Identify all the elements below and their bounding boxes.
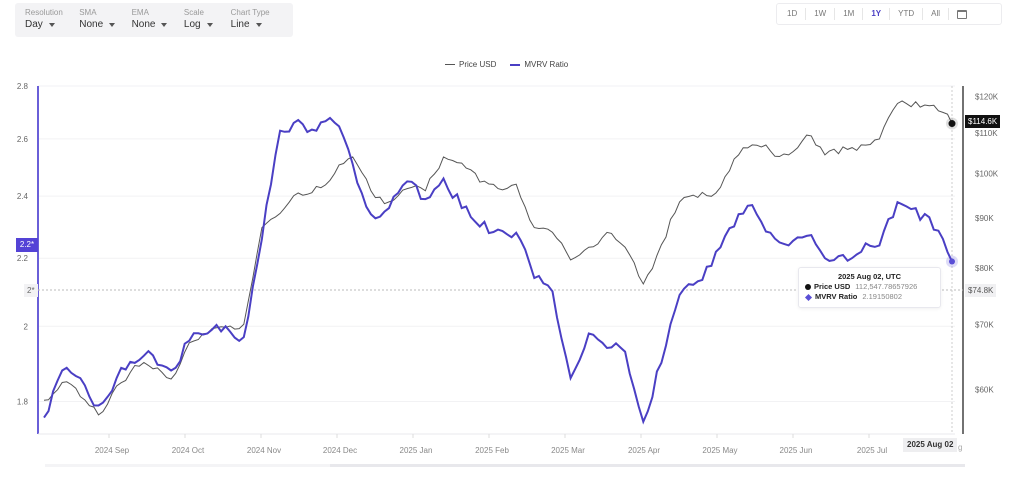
chart-controls: Resolution Day SMA None EMA None Scale L…	[15, 3, 293, 37]
range-ytd-button[interactable]: YTD	[890, 8, 924, 20]
range-selector: 1D 1W 1M 1Y YTD All	[776, 3, 1002, 25]
tooltip-title: 2025 Aug 02, UTC	[837, 272, 902, 281]
scale-label: Scale	[183, 8, 204, 17]
tooltip-value: 112,547.78657926	[855, 282, 918, 291]
y-axis-right-tick: $80K	[975, 264, 994, 273]
range-1w-button[interactable]: 1W	[806, 8, 836, 20]
resolution-value: Day	[25, 19, 43, 30]
x-axis-tick: 2025 Jan	[400, 446, 433, 455]
chart-type-value: Line	[230, 19, 250, 30]
price-usd-line	[43, 100, 953, 416]
mvrv-marker-icon	[949, 258, 955, 265]
legend-label-price: Price USD	[459, 60, 497, 69]
chart-type-label: Chart Type	[230, 8, 270, 17]
x-axis-tick: 2025 Mar	[551, 446, 585, 455]
price-marker-icon	[948, 120, 956, 128]
chart-legend: Price USD MVRV Ratio	[445, 60, 582, 69]
tooltip-key: Price USD	[814, 282, 851, 291]
y-axis-left-tick: 2.2	[17, 254, 29, 263]
resolution-label: Resolution	[25, 8, 63, 17]
y-axis-left-tick: 2	[24, 322, 29, 331]
date-crosshair-label: 2025 Aug 02	[903, 438, 958, 452]
mvrv-ratio-line	[43, 116, 953, 425]
legend-item-price[interactable]: Price USD	[445, 60, 496, 69]
chevron-down-icon	[206, 23, 213, 27]
y-axis-right-tick: $100K	[975, 170, 999, 179]
x-axis-tick: 2025 May	[702, 446, 737, 455]
chevron-down-icon	[109, 23, 116, 27]
x-axis-tick: 2024 Dec	[323, 446, 357, 455]
tooltip-key: MVRV Ratio	[815, 292, 858, 301]
chevron-down-icon	[48, 23, 55, 27]
y-axis-left-tick: 2.4	[17, 192, 29, 201]
x-axis-tick: 2025 Jul	[857, 446, 887, 455]
ema-label: EMA	[131, 8, 149, 17]
y-axis-left-tick: 2.6	[17, 135, 29, 144]
x-axis-tick: 2025 Jun	[780, 446, 813, 455]
legend-item-mvrv[interactable]: MVRV Ratio	[510, 60, 568, 69]
ema-value: None	[131, 19, 156, 30]
chart-type-select[interactable]: Chart Type Line	[231, 7, 283, 37]
line-swatch-icon	[445, 64, 455, 65]
y-axis-right-tick: $90K	[975, 214, 994, 223]
legend-label-mvrv: MVRV Ratio	[524, 60, 569, 69]
x-axis-tick: 2024 Oct	[172, 446, 205, 455]
y-axis-right-tick: $70K	[975, 320, 994, 329]
tooltip-value: 2.19150802	[862, 292, 902, 301]
diamond-marker-icon	[804, 293, 813, 301]
line-swatch-icon	[510, 63, 521, 66]
sma-label: SMA	[79, 8, 97, 17]
chart-tooltip: 2025 Aug 02, UTC Price USD 112,547.78657…	[798, 267, 941, 308]
mvrv-crosshair-label: 2*	[24, 284, 38, 297]
ema-select[interactable]: EMA None	[132, 7, 184, 37]
y-axis-left-tick: 2.8	[17, 82, 29, 91]
y-axis-right-tick: $120K	[975, 92, 999, 101]
chevron-down-icon	[161, 23, 168, 27]
date-axis-tail: g	[958, 443, 963, 452]
tooltip-row-price: Price USD 112,547.78657926	[805, 282, 934, 292]
scale-select[interactable]: Scale Log	[184, 7, 231, 37]
range-1y-button[interactable]: 1Y	[863, 8, 891, 20]
x-axis-tick: 2025 Feb	[475, 446, 509, 455]
tooltip-row-mvrv: MVRV Ratio 2.19150802	[804, 292, 934, 302]
x-axis-tick: 2024 Sep	[95, 446, 130, 455]
price-crosshair-label: $74.8K	[965, 284, 997, 297]
calendar-icon[interactable]	[957, 9, 968, 19]
y-axis-right-tick: $60K	[975, 385, 994, 394]
resolution-select[interactable]: Resolution Day	[25, 7, 79, 37]
y-axis-right-tick: $110K	[975, 129, 998, 138]
range-1d-button[interactable]: 1D	[777, 8, 807, 20]
mvrv-axis-flag: 2.2*	[16, 238, 38, 252]
x-axis-tick: 2025 Apr	[628, 446, 660, 455]
y-axis-left-tick: 1.8	[17, 398, 29, 407]
chevron-down-icon	[255, 23, 262, 27]
scale-value: Log	[183, 19, 201, 30]
x-axis-tick: 2024 Nov	[247, 446, 281, 455]
navigator-handle	[330, 464, 965, 467]
range-all-button[interactable]: All	[923, 8, 950, 20]
price-axis-flag: $114.6K	[965, 115, 1001, 128]
circle-marker-icon	[805, 284, 811, 290]
range-1m-button[interactable]: 1M	[835, 8, 864, 20]
sma-value: None	[79, 19, 104, 30]
sma-select[interactable]: SMA None	[79, 7, 131, 37]
